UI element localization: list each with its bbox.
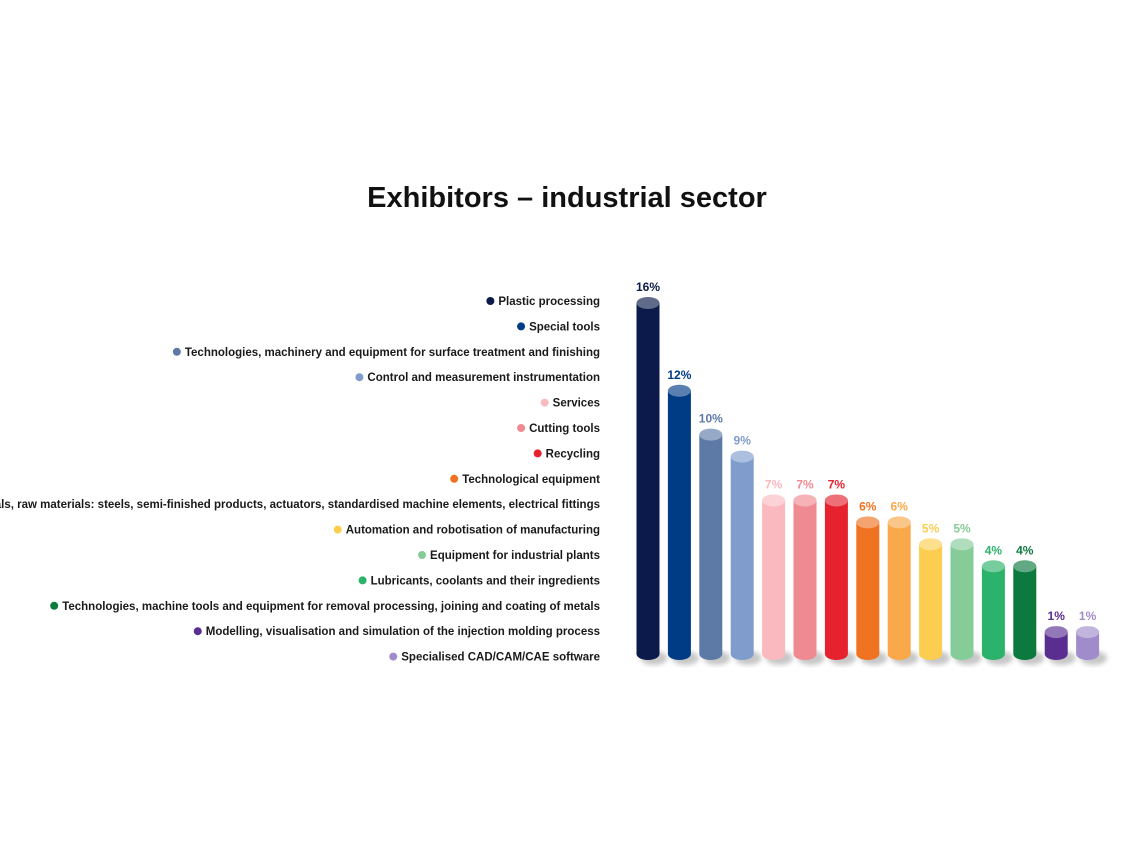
bar-top xyxy=(1076,626,1100,639)
value-label: 4% xyxy=(985,543,1003,557)
bar-body xyxy=(793,500,817,660)
bar-body xyxy=(636,303,660,660)
value-label: 9% xyxy=(734,434,752,448)
bar xyxy=(1013,560,1045,665)
bar-body xyxy=(856,522,880,660)
bar-body xyxy=(981,566,1005,660)
bar xyxy=(919,538,951,665)
bar-top xyxy=(887,516,911,529)
legend-marker xyxy=(486,297,495,305)
bar-top xyxy=(919,538,943,551)
legend-marker xyxy=(533,449,542,458)
value-label: 5% xyxy=(922,521,940,535)
legend-label: Equipment for industrial plants xyxy=(430,550,600,562)
bar-top xyxy=(856,516,880,529)
bar xyxy=(762,494,794,665)
bar-body xyxy=(667,390,691,660)
legend-marker xyxy=(517,424,526,432)
bar xyxy=(950,538,982,665)
legend-label: Services xyxy=(553,398,600,410)
legend-label: Specialised CAD/CAM/CAE software xyxy=(401,652,600,664)
value-label: 12% xyxy=(667,368,691,382)
bar xyxy=(667,384,699,665)
legend-marker xyxy=(358,576,367,585)
bar-top xyxy=(636,297,660,309)
bar-body xyxy=(762,500,786,660)
legend-label: Modelling, visualisation and simulation … xyxy=(206,626,600,638)
bar-top xyxy=(1044,626,1068,639)
bar xyxy=(856,516,888,665)
legend-label: Materials, raw materials: steels, semi-f… xyxy=(0,499,600,511)
bar-top xyxy=(824,494,848,507)
legend-label: Special tools xyxy=(529,321,600,333)
legend-label: Plastic processing xyxy=(498,296,600,308)
bar xyxy=(1044,626,1076,665)
legend-marker xyxy=(517,322,526,331)
bar xyxy=(793,494,825,665)
bar-top xyxy=(667,384,691,397)
legend-label: Control and measurement instrumentation xyxy=(367,372,600,384)
bar-top xyxy=(762,494,786,507)
value-label: 1% xyxy=(1048,609,1066,623)
bar-body xyxy=(919,544,943,660)
legend-marker xyxy=(172,347,181,356)
bar xyxy=(981,560,1013,665)
bar xyxy=(636,297,668,665)
legend-marker xyxy=(540,398,549,407)
bars: 16% 12% 10% 9% 7% 7% 7% 6% 6% 5% 5% 4% 4% 1% 1% xyxy=(636,280,1108,665)
bar-body xyxy=(887,522,911,660)
legend-label: Technologies, machine tools and equipmen… xyxy=(62,601,600,613)
value-label: 6% xyxy=(891,499,909,513)
bar-top xyxy=(1013,560,1037,573)
bar-body xyxy=(950,544,974,660)
bar xyxy=(699,428,731,665)
bar-body xyxy=(730,456,754,660)
legend-marker xyxy=(355,373,364,382)
value-label: 16% xyxy=(636,280,660,294)
bar-body xyxy=(1076,632,1100,660)
legend-marker xyxy=(450,474,459,483)
value-label: 7% xyxy=(765,477,783,491)
legend-marker xyxy=(193,627,202,636)
bar xyxy=(730,450,762,665)
bar-body xyxy=(699,434,723,660)
legend-marker xyxy=(418,551,427,559)
value-label: 7% xyxy=(796,477,814,491)
value-label: 10% xyxy=(699,412,723,426)
bar-body xyxy=(1044,632,1068,660)
bar-body xyxy=(1013,566,1037,660)
legend-label: Lubricants, coolants and their ingredien… xyxy=(371,575,600,587)
legend-label: Automation and robotisation of manufactu… xyxy=(346,525,600,537)
legend-label: Technological equipment xyxy=(462,474,600,486)
bar-top xyxy=(981,560,1005,573)
legend-label: Recycling xyxy=(546,448,600,460)
legend-label: Technologies, machinery and equipment fo… xyxy=(185,347,600,359)
legend-label: Cutting tools xyxy=(529,423,600,435)
legend-marker xyxy=(389,652,398,661)
bar xyxy=(1076,626,1108,665)
bar xyxy=(887,516,919,665)
value-label: 4% xyxy=(1016,543,1034,557)
legend-marker xyxy=(50,601,59,610)
bar-top xyxy=(699,428,723,441)
value-label: 1% xyxy=(1079,609,1097,623)
bar-top xyxy=(950,538,974,551)
bar-body xyxy=(824,500,848,660)
value-label: 7% xyxy=(828,477,846,491)
value-label: 6% xyxy=(859,499,877,513)
chart-title: Exhibitors – industrial sector xyxy=(367,182,767,214)
bar-top xyxy=(730,450,754,463)
bar-top xyxy=(793,494,817,507)
value-label: 5% xyxy=(953,521,971,535)
bar xyxy=(824,494,856,665)
legend: Plastic processing Special tools Technolog… xyxy=(0,296,600,664)
legend-marker xyxy=(333,525,342,534)
